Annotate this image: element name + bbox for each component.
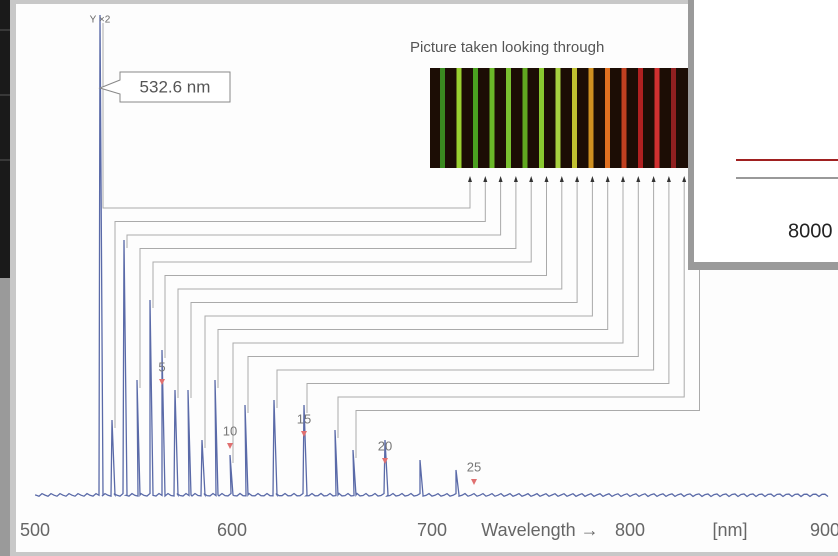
x-tick-label: 500 [20,520,50,540]
connector [190,178,578,398]
photo-line [572,68,577,168]
arrow-head [605,176,610,182]
photo-line [671,68,676,168]
arrow-head [651,176,656,182]
peak-number: 20 [378,438,392,453]
arrow-head [468,176,472,182]
photo-line [539,68,544,168]
peak-marker [382,458,388,464]
peak-number: 10 [223,423,237,438]
connector [355,178,700,458]
peak-number: 15 [297,411,311,426]
arrow-head [621,176,625,182]
peak-number: 5 [158,359,165,374]
connector [114,178,486,428]
x-axis-label: Wavelength → [481,520,598,540]
photo-line [555,68,561,168]
photo-line [456,68,462,168]
connector [102,23,471,209]
connector [247,178,639,413]
peak-number: 25 [467,459,481,474]
arrow-head [559,176,564,182]
photo-caption: Picture taken looking through [410,39,604,56]
arrow-head [590,176,595,182]
connector [204,178,593,448]
connector [177,178,563,398]
side-window [694,0,838,262]
arrow-head [636,176,641,182]
arrow-head [498,176,503,182]
arrow-head [682,176,687,182]
arrow-head [513,176,518,182]
photo-line [621,68,627,168]
connector [232,178,624,463]
connector [152,178,532,308]
photo-line [605,68,610,168]
x-tick-label: 700 [417,520,447,540]
connector [164,178,547,358]
photo-line [638,68,643,168]
connector [126,178,502,248]
peak-marker [471,479,477,485]
peak-annotation: 532.6 nm [140,77,211,96]
side-tick-label: 8000 [788,220,833,242]
photo-line [522,68,528,168]
y-label: Y ×2 [90,15,111,26]
x-tick-label: 600 [217,520,247,540]
connector [337,178,685,438]
arrow-head [483,176,488,182]
photo-line [489,68,495,168]
connector [139,178,517,388]
arrow-head [544,176,549,182]
arrow-head [575,176,580,182]
arrow-head [666,176,671,182]
x-unit: [nm] [712,520,747,540]
plot: 500 600 700 800 900 5 10 15 20 25 [20,14,838,540]
x-tick-label: 900 [810,520,838,540]
photo-line [440,68,445,168]
photo-line [506,68,511,168]
connector [276,178,655,408]
connector [306,178,670,413]
photo-lines [440,68,676,168]
peak-marker [227,443,233,449]
connector [217,178,609,388]
peak-marker [159,379,165,385]
spectrum [34,14,829,498]
x-tick-label: 800 [615,520,645,540]
photo-line [654,68,660,168]
peak-marker [301,431,307,437]
callout [98,71,231,103]
photo-line [473,68,478,168]
arrow-head [529,176,534,182]
photo-line [588,68,594,168]
